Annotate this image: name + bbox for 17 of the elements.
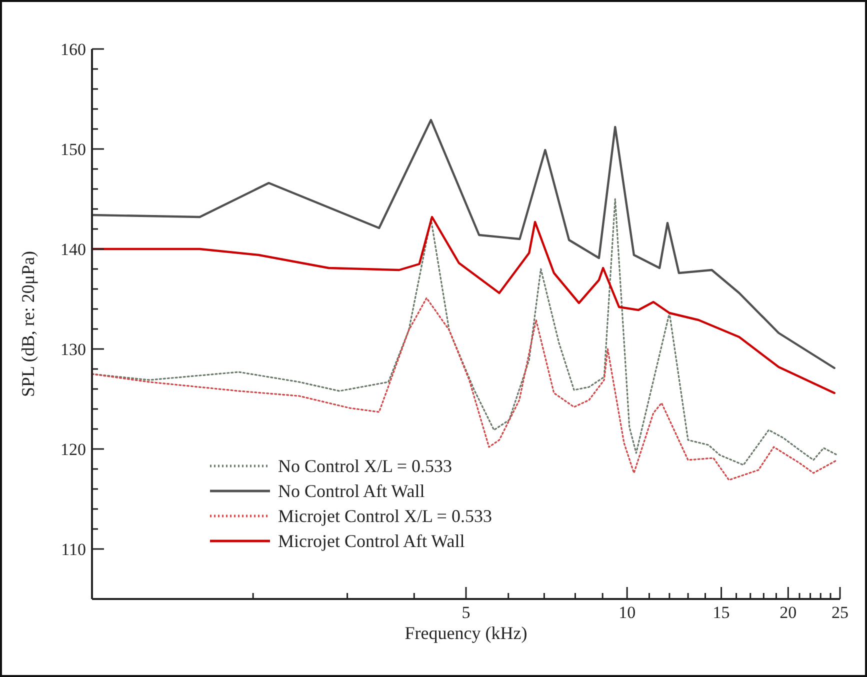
x-tick-label: 25 bbox=[832, 603, 848, 622]
y-tick-label: 140 bbox=[60, 240, 86, 259]
y-tick-label: 160 bbox=[60, 40, 86, 59]
y-tick-label: 130 bbox=[60, 340, 86, 359]
x-tick-label: 10 bbox=[618, 603, 636, 622]
y-tick-label: 120 bbox=[60, 440, 86, 459]
x-tick-label: 20 bbox=[780, 603, 797, 622]
legend-label: No Control X/L = 0.533 bbox=[278, 456, 452, 476]
y-tick-label: 150 bbox=[60, 140, 86, 159]
x-tick-label: 15 bbox=[712, 603, 730, 622]
legend-label: Microjet Control Aft Wall bbox=[278, 531, 465, 551]
legend-label: Microjet Control X/L = 0.533 bbox=[278, 506, 492, 526]
y-tick-label: 110 bbox=[61, 540, 86, 559]
legend-label: No Control Aft Wall bbox=[278, 481, 425, 501]
x-tick-label: 5 bbox=[462, 603, 470, 622]
x-axis-title: Frequency (kHz) bbox=[404, 623, 528, 643]
y-axis-title: SPL (dB, re: 20μPa) bbox=[18, 251, 38, 397]
